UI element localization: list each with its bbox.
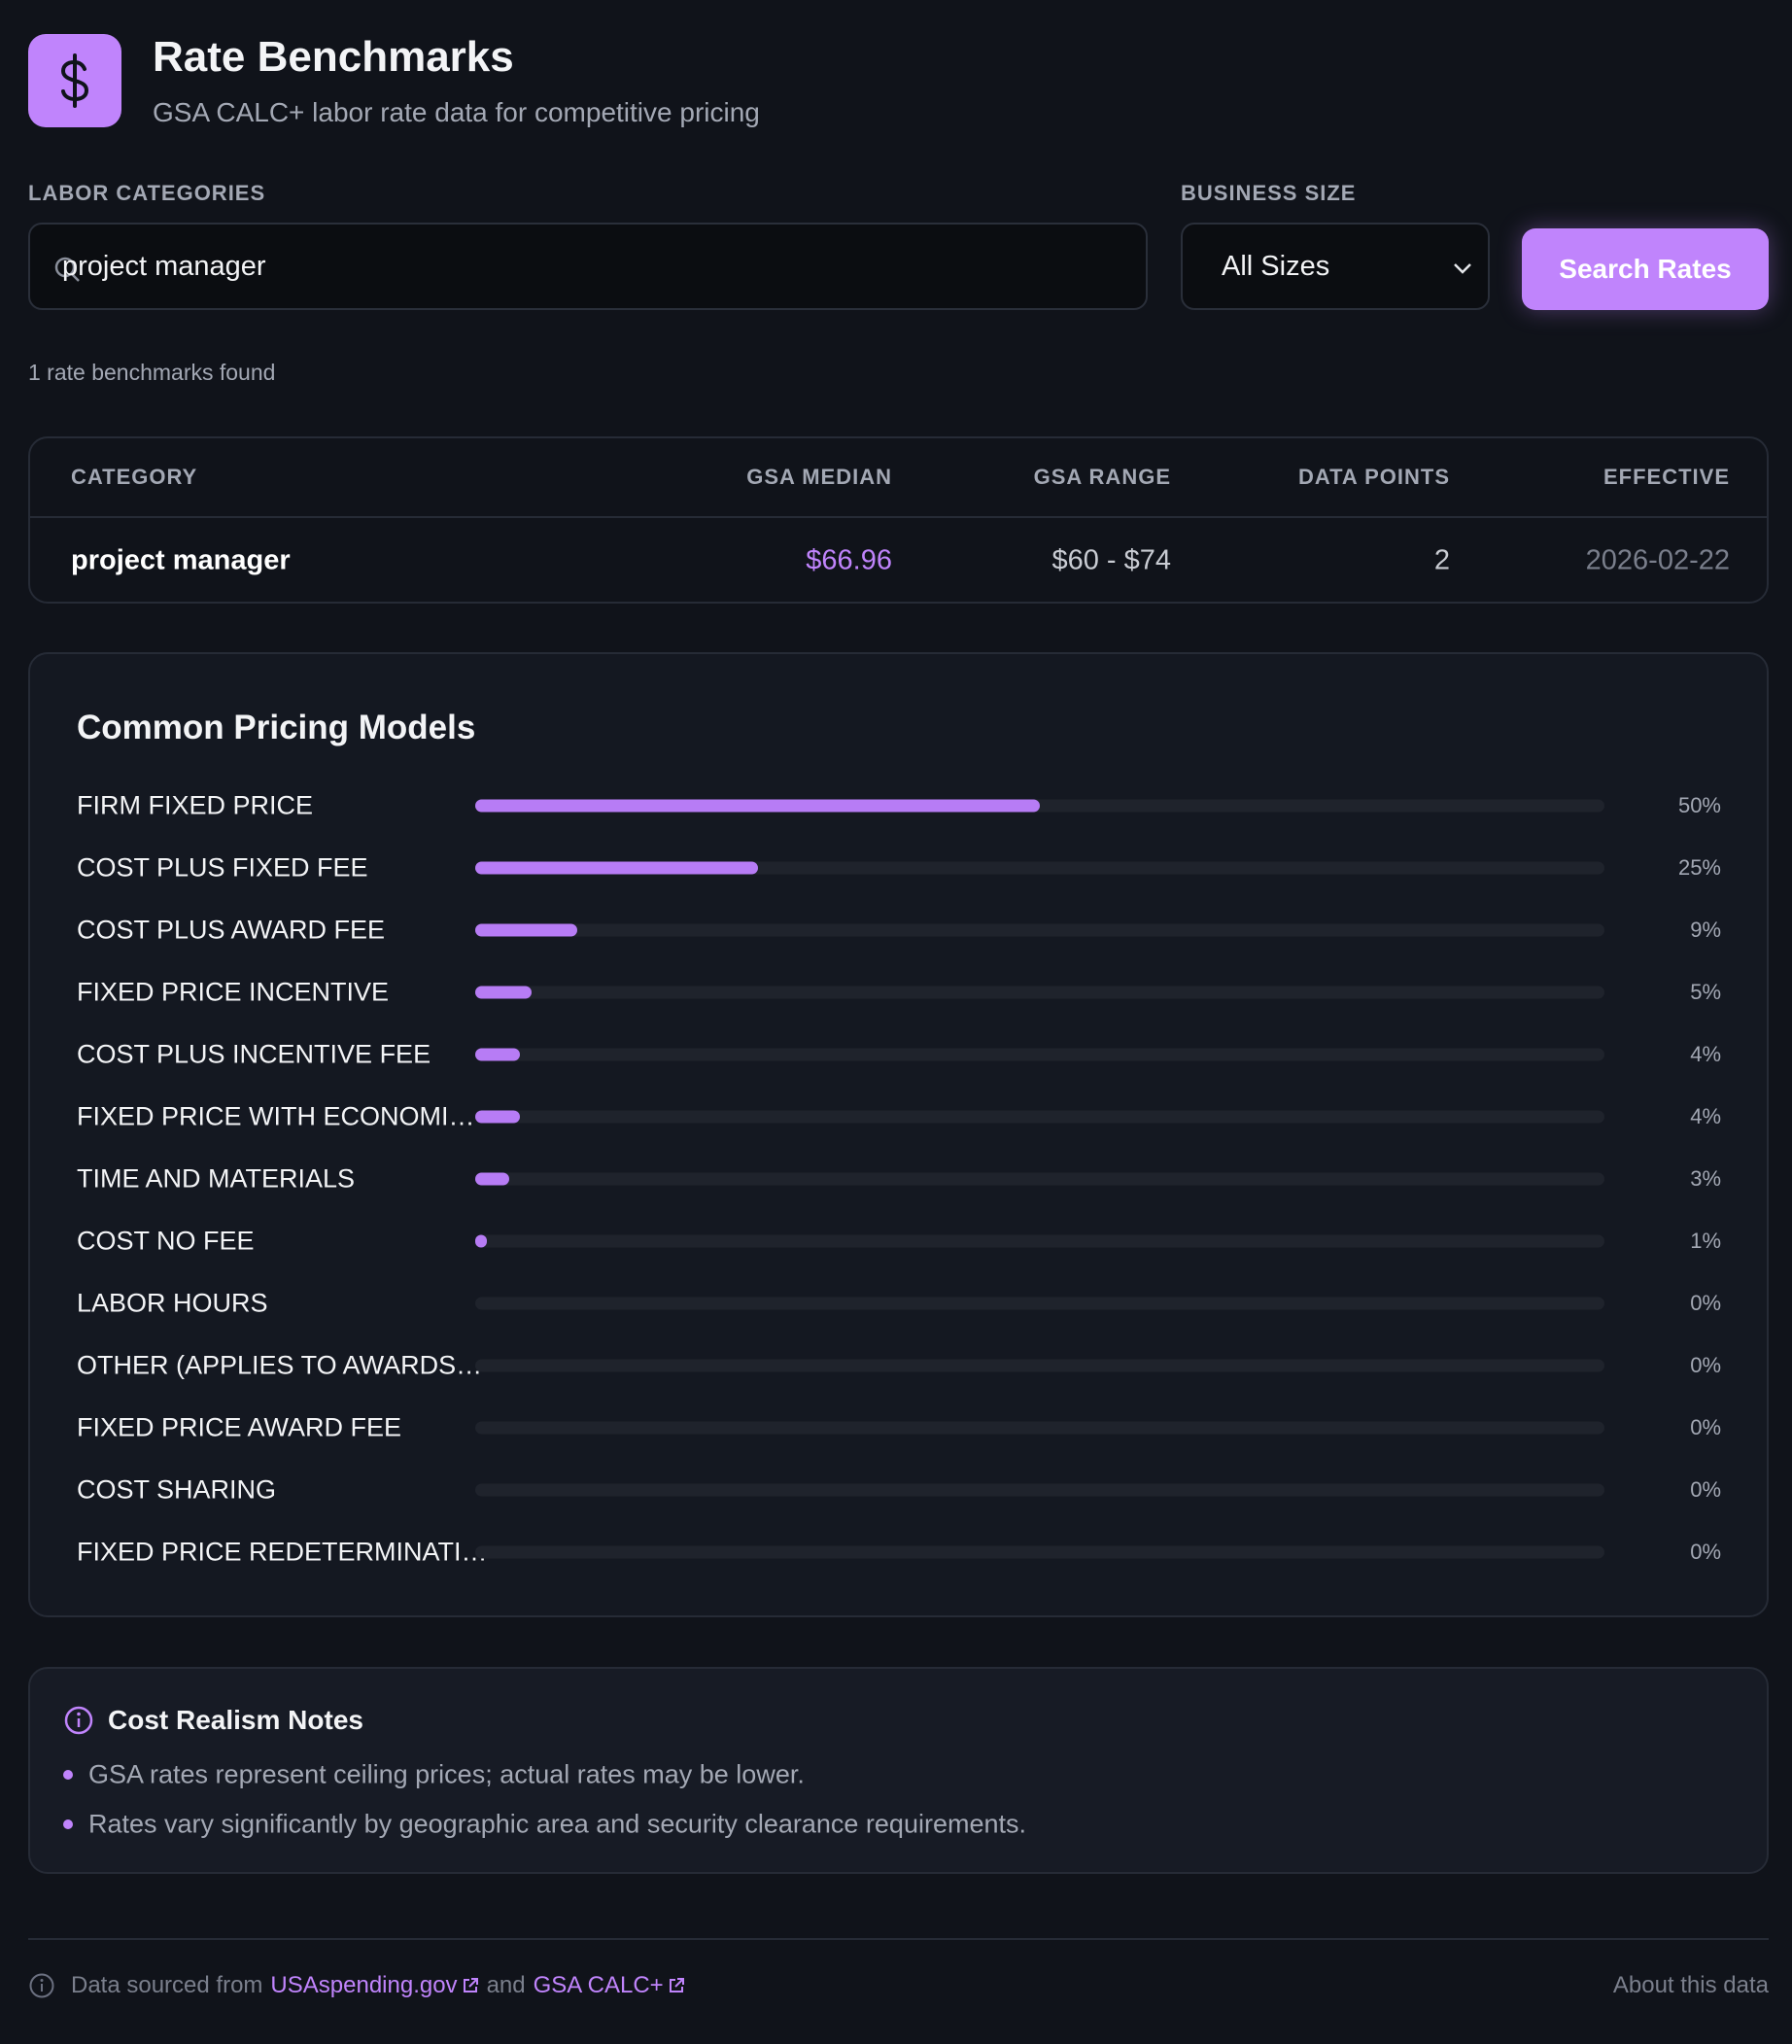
category-label: TIME AND MATERIALS [77, 1163, 356, 1194]
search-query: project manager [62, 251, 266, 282]
category-label: COST PLUS FIXED FEE [77, 852, 368, 883]
rates-table: CATEGORY GSA MEDIAN GSA RANGE DATA POINTS EF… [28, 436, 1769, 604]
column-header: DATA POINTS [1297, 465, 1450, 489]
category-label: COST PLUS INCENTIVE FEE [77, 1039, 431, 1069]
external-icon [463, 1978, 478, 1992]
value-label: 0% [1690, 1477, 1721, 1502]
search-input[interactable]: project manager [28, 223, 1148, 310]
bar [475, 861, 758, 875]
table-cell: 2026-02-22 [1585, 544, 1730, 576]
note-item: Rates vary significantly by geographic a… [88, 1809, 1026, 1839]
bullet [63, 1770, 73, 1780]
value-label: 50% [1677, 793, 1721, 817]
category-label: FIRM FIXED PRICE [77, 790, 314, 820]
chart-title: Common Pricing Models [77, 709, 476, 746]
bar [475, 1172, 509, 1186]
info-icon [64, 1706, 93, 1735]
notes-card: Cost Realism Notes GSA rates represent c… [28, 1667, 1769, 1874]
bar-track [475, 861, 1604, 875]
bar-track [475, 923, 1604, 937]
page-subtitle: GSA CALC+ labor rate data for competitiv… [153, 97, 760, 127]
bar [475, 1048, 521, 1061]
category-label: FIXED PRICE AWARD FEE [77, 1412, 402, 1442]
bar [475, 986, 533, 999]
table-cell: $60 - $74 [1051, 544, 1171, 576]
footer-text: and [486, 1972, 526, 1998]
column-header: GSA RANGE [1033, 465, 1171, 489]
value-label: 5% [1690, 980, 1721, 1004]
bar-track [475, 1234, 1604, 1248]
category-label: FIXED PRICE WITH ECONOMI… [77, 1101, 475, 1131]
pricing-models-card: Common Pricing Models FIRM FIXED PRICE 50… [28, 652, 1769, 1617]
category-label: LABOR HOURS [77, 1288, 268, 1318]
value-label: 1% [1690, 1229, 1721, 1253]
dollar-icon [60, 53, 89, 108]
app-icon [28, 34, 121, 127]
category-label: FIXED PRICE INCENTIVE [77, 977, 390, 1007]
info-icon [29, 1973, 54, 1998]
value-label: 0% [1690, 1415, 1721, 1439]
row-divider [30, 516, 1767, 518]
table-cell: project manager [71, 544, 291, 576]
field-label: LABOR CATEGORIES [28, 181, 266, 205]
size-select[interactable]: All Sizes [1181, 223, 1490, 310]
bar-track [475, 799, 1604, 813]
chevron [1454, 263, 1471, 274]
category-label: COST PLUS AWARD FEE [77, 915, 386, 945]
page-title: Rate Benchmarks [153, 33, 514, 81]
bar-track [475, 1172, 1604, 1186]
bullet [63, 1819, 73, 1829]
result-count: 1 rate benchmarks found [28, 360, 276, 385]
value-label: 0% [1690, 1353, 1721, 1377]
column-header: CATEGORY [71, 465, 198, 489]
column-header: GSA MEDIAN [746, 465, 892, 489]
bar [475, 1110, 521, 1124]
value-label: 0% [1690, 1540, 1721, 1564]
value-label: 25% [1677, 855, 1721, 880]
bar-track [475, 1483, 1604, 1497]
bar-track [475, 1110, 1604, 1124]
bar-track [475, 1421, 1604, 1435]
notes-title: Cost Realism Notes [108, 1705, 363, 1735]
bar [475, 1234, 487, 1248]
value-label: 4% [1690, 1042, 1721, 1066]
footer-link[interactable]: GSA CALC+ [533, 1972, 664, 1998]
category-label: OTHER (APPLIES TO AWARDS… [77, 1350, 483, 1380]
value-label: 4% [1690, 1104, 1721, 1128]
category-label: FIXED PRICE REDETERMINATI… [77, 1537, 488, 1567]
footer-link[interactable]: USAspending.gov [270, 1972, 458, 1998]
bar-track [475, 1297, 1604, 1310]
value-label: 3% [1690, 1166, 1721, 1191]
bar-track [475, 1359, 1604, 1372]
value-label: 0% [1690, 1291, 1721, 1315]
bar-track [475, 1545, 1604, 1559]
size-value: All Sizes [1222, 251, 1330, 282]
footer-divider [28, 1938, 1769, 1940]
search-icon [54, 257, 80, 282]
category-label: COST SHARING [77, 1474, 277, 1505]
field-label: BUSINESS SIZE [1181, 181, 1357, 205]
value-label: 9% [1690, 918, 1721, 942]
bar-track [475, 1048, 1604, 1061]
bar-track [475, 986, 1604, 999]
about-link[interactable]: About this data [1612, 1972, 1769, 1998]
category-label: COST NO FEE [77, 1226, 255, 1256]
external-icon [669, 1978, 684, 1992]
search-button[interactable]: Search Rates [1522, 228, 1769, 310]
bar [475, 923, 577, 937]
column-header: EFFECTIVE [1602, 465, 1730, 489]
table-cell: 2 [1433, 544, 1450, 576]
note-item: GSA rates represent ceiling prices; actu… [88, 1759, 805, 1789]
footer-text: Data sourced from [71, 1972, 263, 1998]
footer-source: Data sourced from USAspending.gov and GS… [71, 1972, 685, 1999]
table-cell: $66.96 [806, 544, 892, 576]
bar [475, 799, 1040, 813]
